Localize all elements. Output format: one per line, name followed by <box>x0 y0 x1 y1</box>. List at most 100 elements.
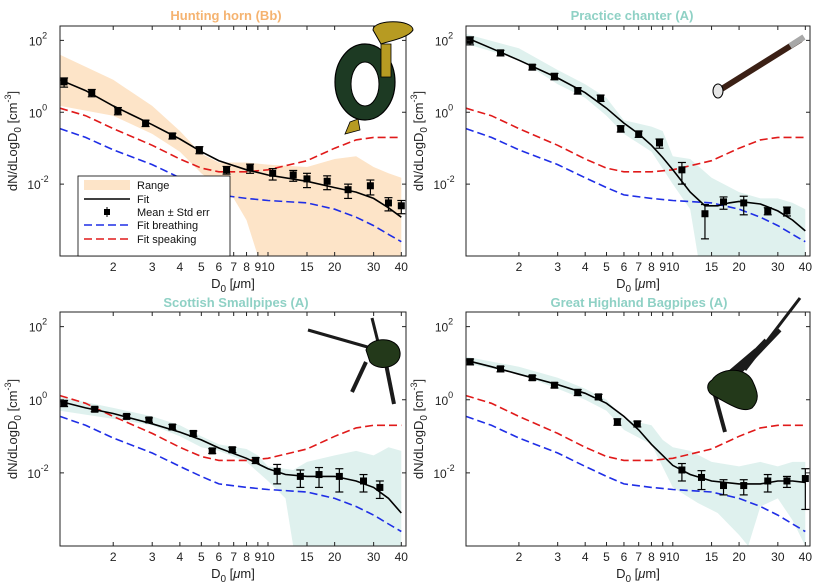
x-tick-label: 8 <box>648 550 655 564</box>
x-tick-label: 3 <box>554 260 561 274</box>
x-tick-label: 15 <box>705 550 719 564</box>
x-tick-label: 10 <box>666 550 680 564</box>
x-tick-label: 3 <box>149 550 156 564</box>
breathing-fit-line <box>59 415 402 533</box>
x-tick-label: 6 <box>621 260 628 274</box>
range-band <box>60 396 402 546</box>
data-point <box>594 393 603 401</box>
x-tick-label: 30 <box>771 260 785 274</box>
y-tick-label: 10-2 <box>433 174 454 192</box>
data-point <box>613 418 622 426</box>
breathing-fit-line <box>59 127 402 243</box>
x-tick-label: 8 <box>243 260 250 274</box>
x-tick-label: 4 <box>582 550 589 564</box>
data-point <box>246 163 255 174</box>
y-tick-label: 10-2 <box>433 463 454 481</box>
x-tick-label: 9 <box>659 260 666 274</box>
y-tick-label: 102 <box>435 317 453 335</box>
x-tick-label: 7 <box>230 260 237 274</box>
panel-practice-chanter: Practice chanter (A) 2 3 4 5 6 7 8 9 10 15 20 30 40 1… <box>409 8 812 295</box>
data-point <box>359 473 368 493</box>
data-point <box>496 49 505 57</box>
x-tick-label: 10 <box>261 260 275 274</box>
data-point <box>677 462 686 482</box>
x-tick-label: 6 <box>216 550 223 564</box>
data-point <box>634 130 643 138</box>
data-point <box>782 475 791 489</box>
scottish-smallpipes-icon <box>307 317 401 405</box>
great-highland-bagpipes-icon <box>707 297 802 433</box>
panel-scottish-smallpipes: Scottish Smallpipes (A) 2 3 4 5 6 7 8 9 10 15 20 30… <box>3 295 408 582</box>
breathing-fit-line <box>465 127 806 243</box>
y-tick-label: 102 <box>29 30 47 48</box>
x-tick-label: 8 <box>243 550 250 564</box>
data-point <box>315 466 324 489</box>
panel-title-scottish-smallpipes: Scottish Smallpipes (A) <box>163 295 308 310</box>
data-point <box>122 412 131 420</box>
x-tick-label: 30 <box>367 260 381 274</box>
data-point <box>677 161 686 185</box>
hunting-horn-icon <box>334 21 414 135</box>
data-point <box>60 399 69 408</box>
data-point <box>302 172 311 189</box>
data-point <box>801 468 810 511</box>
speaking-fit-line <box>465 107 806 173</box>
data-point <box>700 203 709 240</box>
y-axis-label: dN/dLogD0 [cm-3] <box>409 91 430 191</box>
y-tick-label: 100 <box>435 390 453 408</box>
data-point <box>466 36 475 46</box>
data-point <box>90 405 99 413</box>
x-tick-label: 10 <box>261 550 275 564</box>
data-point <box>573 388 582 397</box>
data-point <box>782 206 791 217</box>
data-point <box>366 179 375 196</box>
y-axis-label: dN/dLogD0 [cm-3] <box>3 379 24 479</box>
x-tick-label: 2 <box>110 550 117 564</box>
data-point <box>113 106 122 116</box>
x-tick-label: 20 <box>732 260 746 274</box>
data-point <box>208 447 217 455</box>
legend-range-label: Range <box>137 180 169 192</box>
x-tick-label: 6 <box>216 260 223 274</box>
x-tick-label: 7 <box>230 550 237 564</box>
data-point <box>633 420 642 428</box>
fit-line <box>59 79 402 218</box>
data-point <box>496 365 505 373</box>
x-tick-label: 40 <box>799 260 813 274</box>
data-point <box>466 358 475 366</box>
axes-frame <box>59 311 407 547</box>
data-point <box>144 416 153 424</box>
y-axis-label: dN/dLogD0 [cm-3] <box>3 91 24 191</box>
x-axis-label: D0 [μm] <box>616 276 660 295</box>
x-tick-label: 30 <box>367 550 381 564</box>
x-tick-label: 8 <box>648 260 655 274</box>
data-point <box>397 199 406 215</box>
data-point <box>719 479 728 496</box>
x-tick-label: 20 <box>328 260 342 274</box>
x-tick-label: 2 <box>516 550 523 564</box>
x-tick-label: 5 <box>198 550 205 564</box>
data-point <box>335 468 344 493</box>
data-point <box>550 72 559 81</box>
x-tick-label: 2 <box>110 260 117 274</box>
y-tick-label: 102 <box>29 317 47 335</box>
x-tick-label: 5 <box>603 260 610 274</box>
data-point <box>375 480 384 500</box>
data-point <box>289 169 298 182</box>
data-point <box>60 77 69 88</box>
data-point <box>384 197 393 212</box>
data-point <box>596 94 605 103</box>
data-point <box>616 125 625 133</box>
data-point <box>251 456 260 465</box>
y-tick-label: 10-2 <box>27 174 48 192</box>
data-point <box>87 88 96 98</box>
legend-range-swatch <box>84 180 130 190</box>
y-tick-label: 100 <box>29 390 47 408</box>
panel-title-hunting-horn: Hunting horn (Bb) <box>170 8 281 23</box>
x-tick-label: 7 <box>635 550 642 564</box>
data-point <box>195 146 204 155</box>
y-tick-label: 100 <box>435 102 453 120</box>
x-tick-label: 10 <box>666 260 680 274</box>
y-tick-label: 100 <box>29 102 47 120</box>
